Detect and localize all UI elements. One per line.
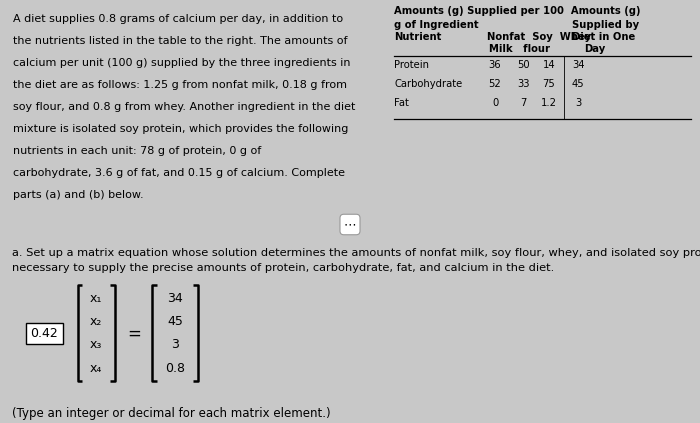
Text: g of Ingredient: g of Ingredient [394, 20, 479, 30]
Text: 34: 34 [572, 60, 584, 70]
Text: 33: 33 [517, 79, 530, 89]
Text: x₃: x₃ [90, 338, 102, 351]
Text: Supplied by: Supplied by [573, 20, 640, 30]
Text: the diet are as follows: 1.25 g from nonfat milk, 0.18 g from: the diet are as follows: 1.25 g from non… [13, 80, 347, 90]
Text: carbohydrate, 3.6 g of fat, and 0.15 g of calcium. Complete: carbohydrate, 3.6 g of fat, and 0.15 g o… [13, 168, 345, 178]
Text: 1.2: 1.2 [541, 98, 557, 108]
Text: Carbohydrate: Carbohydrate [394, 79, 462, 89]
Text: 50: 50 [517, 60, 530, 70]
Text: 45: 45 [167, 315, 183, 328]
Text: mixture is isolated soy protein, which provides the following: mixture is isolated soy protein, which p… [13, 124, 349, 134]
Text: calcium per unit (100 g) supplied by the three ingredients in: calcium per unit (100 g) supplied by the… [13, 58, 351, 68]
Text: Milk   flour: Milk flour [489, 44, 550, 54]
Text: nutrients in each unit: 78 g of protein, 0 g of: nutrients in each unit: 78 g of protein,… [13, 146, 261, 156]
Text: 0: 0 [492, 98, 498, 108]
Text: 7: 7 [520, 98, 526, 108]
Text: Amounts (g) Supplied per 100  Amounts (g): Amounts (g) Supplied per 100 Amounts (g) [394, 6, 640, 16]
Text: Protein: Protein [394, 60, 429, 70]
Text: soy flour, and 0.8 g from whey. Another ingredient in the diet: soy flour, and 0.8 g from whey. Another … [13, 102, 356, 112]
Text: 0.42: 0.42 [30, 327, 58, 340]
Text: x₄: x₄ [90, 362, 102, 375]
Text: parts (a) and (b) below.: parts (a) and (b) below. [13, 190, 144, 200]
Text: x₂: x₂ [90, 315, 102, 328]
Bar [26, 324, 63, 343]
Text: Nutrient: Nutrient [394, 32, 442, 42]
Text: Nonfat  Soy  Whey: Nonfat Soy Whey [487, 32, 592, 42]
Text: 75: 75 [542, 79, 555, 89]
Text: a. Set up a matrix equation whose solution determines the amounts of nonfat milk: a. Set up a matrix equation whose soluti… [12, 248, 700, 258]
Text: Fat: Fat [394, 98, 409, 108]
Text: 45: 45 [572, 79, 584, 89]
Text: 34: 34 [167, 292, 183, 305]
Text: Day: Day [584, 44, 606, 54]
Text: 14: 14 [542, 60, 555, 70]
Text: x₁: x₁ [90, 292, 102, 305]
Text: 3: 3 [575, 98, 582, 108]
Text: ⋯: ⋯ [344, 218, 356, 231]
Text: Diet in One: Diet in One [573, 32, 636, 42]
Text: necessary to supply the precise amounts of protein, carbohydrate, fat, and calci: necessary to supply the precise amounts … [12, 263, 554, 273]
Text: 0.8: 0.8 [165, 362, 185, 375]
Text: =: = [127, 324, 141, 343]
Text: A diet supplies 0.8 grams of calcium per day, in addition to: A diet supplies 0.8 grams of calcium per… [13, 14, 343, 24]
Text: (Type an integer or decimal for each matrix element.): (Type an integer or decimal for each mat… [12, 407, 330, 420]
Text: 36: 36 [489, 60, 501, 70]
Text: 3: 3 [171, 338, 179, 351]
Text: the nutrients listed in the table to the right. The amounts of: the nutrients listed in the table to the… [13, 36, 347, 46]
Text: 52: 52 [489, 79, 501, 89]
